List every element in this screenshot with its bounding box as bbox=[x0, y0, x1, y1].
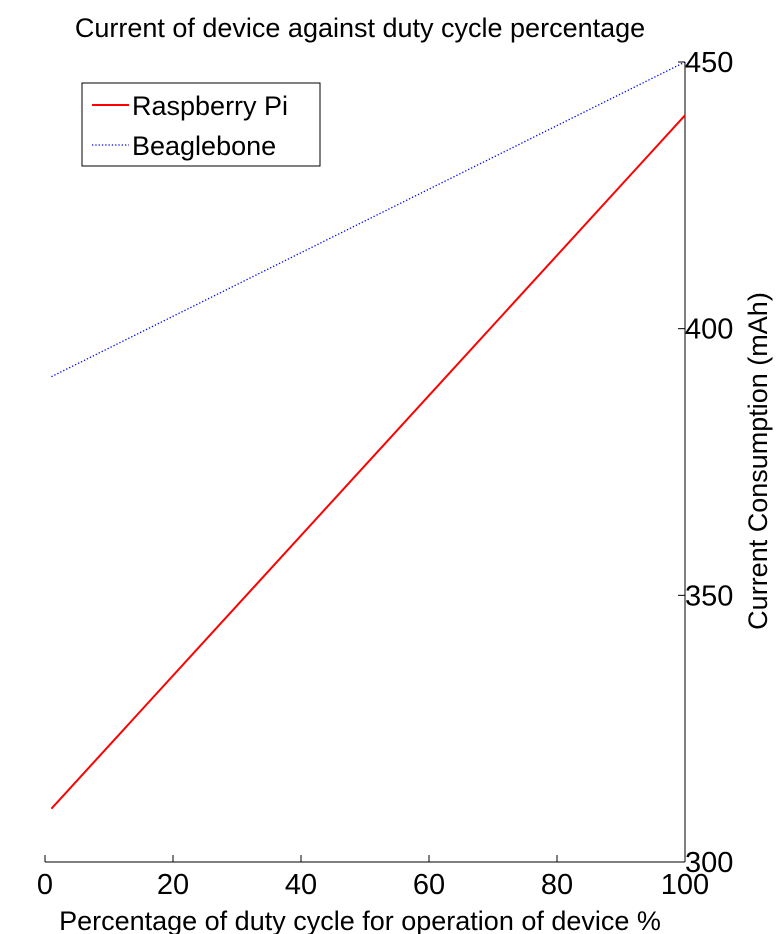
legend: Raspberry Pi Beaglebone bbox=[81, 82, 321, 167]
series-line-beaglebone bbox=[51, 61, 686, 378]
y-tick-label: 450 bbox=[685, 47, 733, 79]
y-tick-label: 400 bbox=[685, 314, 733, 346]
y-tick-label: 350 bbox=[685, 580, 733, 612]
legend-label: Beaglebone bbox=[132, 131, 276, 161]
y-tick-label: 300 bbox=[685, 847, 733, 879]
x-tick-label: 20 bbox=[157, 869, 189, 901]
x-tick-label: 80 bbox=[541, 869, 573, 901]
legend-box bbox=[81, 82, 321, 167]
series-line-raspberry-pi bbox=[50, 114, 686, 810]
chart-title: Current of device against duty cycle per… bbox=[75, 13, 645, 43]
x-tick-label: 0 bbox=[37, 869, 53, 901]
x-tick-label: 40 bbox=[285, 869, 317, 901]
x-tick-label: 60 bbox=[413, 869, 445, 901]
plot-axes bbox=[45, 62, 686, 863]
y-axis-title: Current Consumption (mAh) bbox=[743, 292, 773, 630]
x-axis-title: Percentage of duty cycle for operation o… bbox=[59, 906, 661, 934]
series-layer bbox=[50, 61, 686, 810]
x-tick-label: 100 bbox=[661, 869, 709, 901]
legend-label: Raspberry Pi bbox=[132, 91, 288, 121]
